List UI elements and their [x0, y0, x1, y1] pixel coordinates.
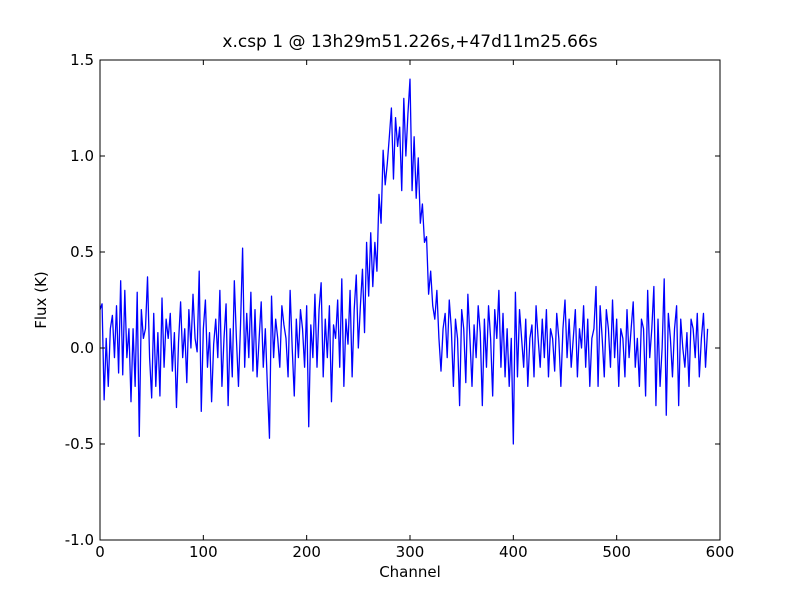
y-tick-label: 1.5: [70, 51, 94, 69]
y-tick-label: 0.0: [70, 339, 94, 357]
x-tick-label: 0: [95, 543, 105, 561]
x-tick-label: 600: [706, 543, 735, 561]
x-tick-label: 100: [189, 543, 218, 561]
data-line: [99, 78, 709, 445]
x-axis-label: Channel: [379, 563, 441, 581]
x-tick-label: 200: [292, 543, 321, 561]
y-axis-label: Flux (K): [32, 271, 50, 329]
x-tick-label: 300: [396, 543, 425, 561]
y-tick-label: -1.0: [65, 531, 94, 549]
y-tick-label: -0.5: [65, 435, 94, 453]
x-tick-label: 500: [602, 543, 631, 561]
y-tick-label: 0.5: [70, 243, 94, 261]
y-tick-label: 1.0: [70, 147, 94, 165]
x-tick-label: 400: [499, 543, 528, 561]
chart-title: x.csp 1 @ 13h29m51.226s,+47d11m25.66s: [222, 32, 597, 52]
